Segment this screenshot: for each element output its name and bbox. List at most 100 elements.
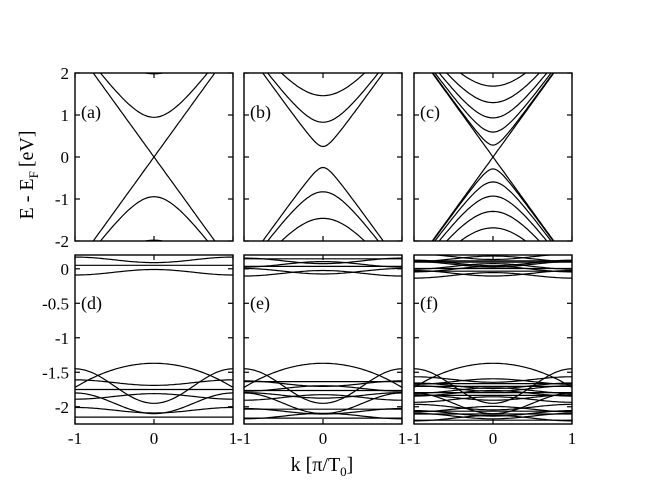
flat-band: [244, 394, 402, 401]
parabolic-band: [75, 362, 233, 388]
band-curve: [280, 217, 366, 241]
flat-band: [414, 394, 572, 401]
dispersive-band: [75, 392, 233, 415]
dispersive-band: [244, 368, 402, 404]
dispersive-band: [75, 368, 233, 404]
band-lines: [244, 257, 402, 420]
flat-band: [414, 414, 572, 422]
band-curve: [445, 210, 541, 241]
flat-band: [414, 378, 572, 385]
flat-band: [414, 259, 572, 267]
flat-band: [244, 385, 402, 392]
band-curve: [438, 73, 548, 119]
panel-a: (a) 2 1 0 -1 -2: [55, 0, 234, 368]
x-tick-label: 1: [568, 429, 577, 448]
band-lines: [414, 255, 572, 422]
flat-band: [75, 392, 233, 400]
band-lines: [75, 256, 233, 418]
band-curve: [438, 195, 548, 241]
panel-label: (b): [250, 102, 271, 123]
panel-b: (b): [243, 0, 403, 377]
y-axis-label-unit: [eV]: [16, 131, 38, 168]
band-curve: [244, 15, 402, 66]
y-tick-label: -2: [55, 398, 69, 417]
panel-frame: [74, 254, 234, 425]
flat-band: [414, 265, 572, 273]
y-tick-label: -1.5: [42, 363, 69, 382]
panel-frame: [243, 72, 403, 242]
band-curve: [244, 0, 402, 36]
band-curve: [99, 196, 209, 241]
flat-band: [414, 261, 572, 268]
panel-label: (a): [81, 102, 101, 123]
panel-label: (c): [420, 102, 440, 123]
flat-band: [414, 389, 572, 397]
parabolic-band: [244, 362, 402, 388]
band-curve: [434, 73, 552, 133]
band-curve: [75, 0, 233, 27]
band-curve: [142, 73, 166, 75]
flat-band: [75, 256, 233, 264]
band-curve: [459, 73, 527, 87]
x-tick-label: -1: [237, 429, 251, 448]
flat-band: [414, 396, 572, 403]
y-tick-label: 0: [61, 260, 70, 279]
flat-band: [414, 272, 572, 279]
band-lines: [244, 0, 402, 377]
x-axis-label: k [π/T0]: [291, 454, 354, 479]
band-curve: [266, 191, 380, 241]
y-tick-label: -1: [55, 329, 69, 348]
x-axis-label-sub: 0: [340, 464, 347, 479]
band-curve: [142, 239, 166, 241]
flat-band: [414, 382, 572, 390]
band-curve: [262, 166, 385, 241]
flat-band: [414, 263, 572, 270]
band-curve: [75, 338, 233, 368]
x-tick-label: 1: [229, 429, 238, 448]
x-axis-label-close: ]: [347, 454, 354, 476]
panel-label: (d): [81, 293, 102, 314]
x-tick-label: 0: [319, 429, 328, 448]
band-curve: [244, 0, 402, 2]
flat-band: [244, 261, 402, 268]
y-tick-label: 0: [61, 148, 70, 167]
panel-f: (f) -1 0 1: [407, 254, 576, 448]
band-curve: [445, 73, 541, 104]
flat-band: [244, 269, 402, 277]
band-curve: [414, 17, 572, 69]
flat-band: [414, 405, 572, 413]
flat-band: [414, 387, 572, 394]
x-tick-label: -1: [407, 429, 421, 448]
band-curve: [262, 73, 385, 148]
band-curve: [414, 0, 572, 9]
band-curve: [432, 73, 554, 146]
y-axis-label-main: E - E: [16, 178, 38, 219]
band-curve: [414, 327, 572, 359]
panel-frame: [413, 254, 573, 425]
x-tick-label: 0: [150, 429, 159, 448]
band-curve: [414, 0, 572, 30]
flat-band: [75, 268, 233, 276]
flat-band: [414, 376, 572, 383]
band-curve: [99, 73, 209, 118]
panel-e: (e) -1 0 1: [237, 254, 406, 448]
flat-band: [75, 406, 233, 414]
x-axis-label-main: k [π/T: [291, 454, 341, 476]
band-lines: [75, 0, 233, 368]
dispersive-band: [414, 368, 572, 404]
x-tick-label: 0: [489, 429, 498, 448]
flat-band: [75, 379, 233, 386]
band-curve: [459, 227, 527, 241]
y-tick-label: -0.5: [42, 294, 69, 313]
flat-band: [244, 380, 402, 387]
flat-band: [414, 269, 572, 277]
panel-d: (d) 0 -0.5 -1 -1.5 -2 -1 0 1: [42, 254, 238, 448]
flat-band: [414, 412, 572, 420]
flat-band: [244, 392, 402, 399]
band-curve: [434, 181, 552, 241]
band-curve: [92, 155, 216, 241]
band-curve: [244, 348, 402, 377]
dispersive-band: [244, 392, 402, 415]
band-lines: [414, 0, 572, 359]
flat-band: [414, 403, 572, 411]
